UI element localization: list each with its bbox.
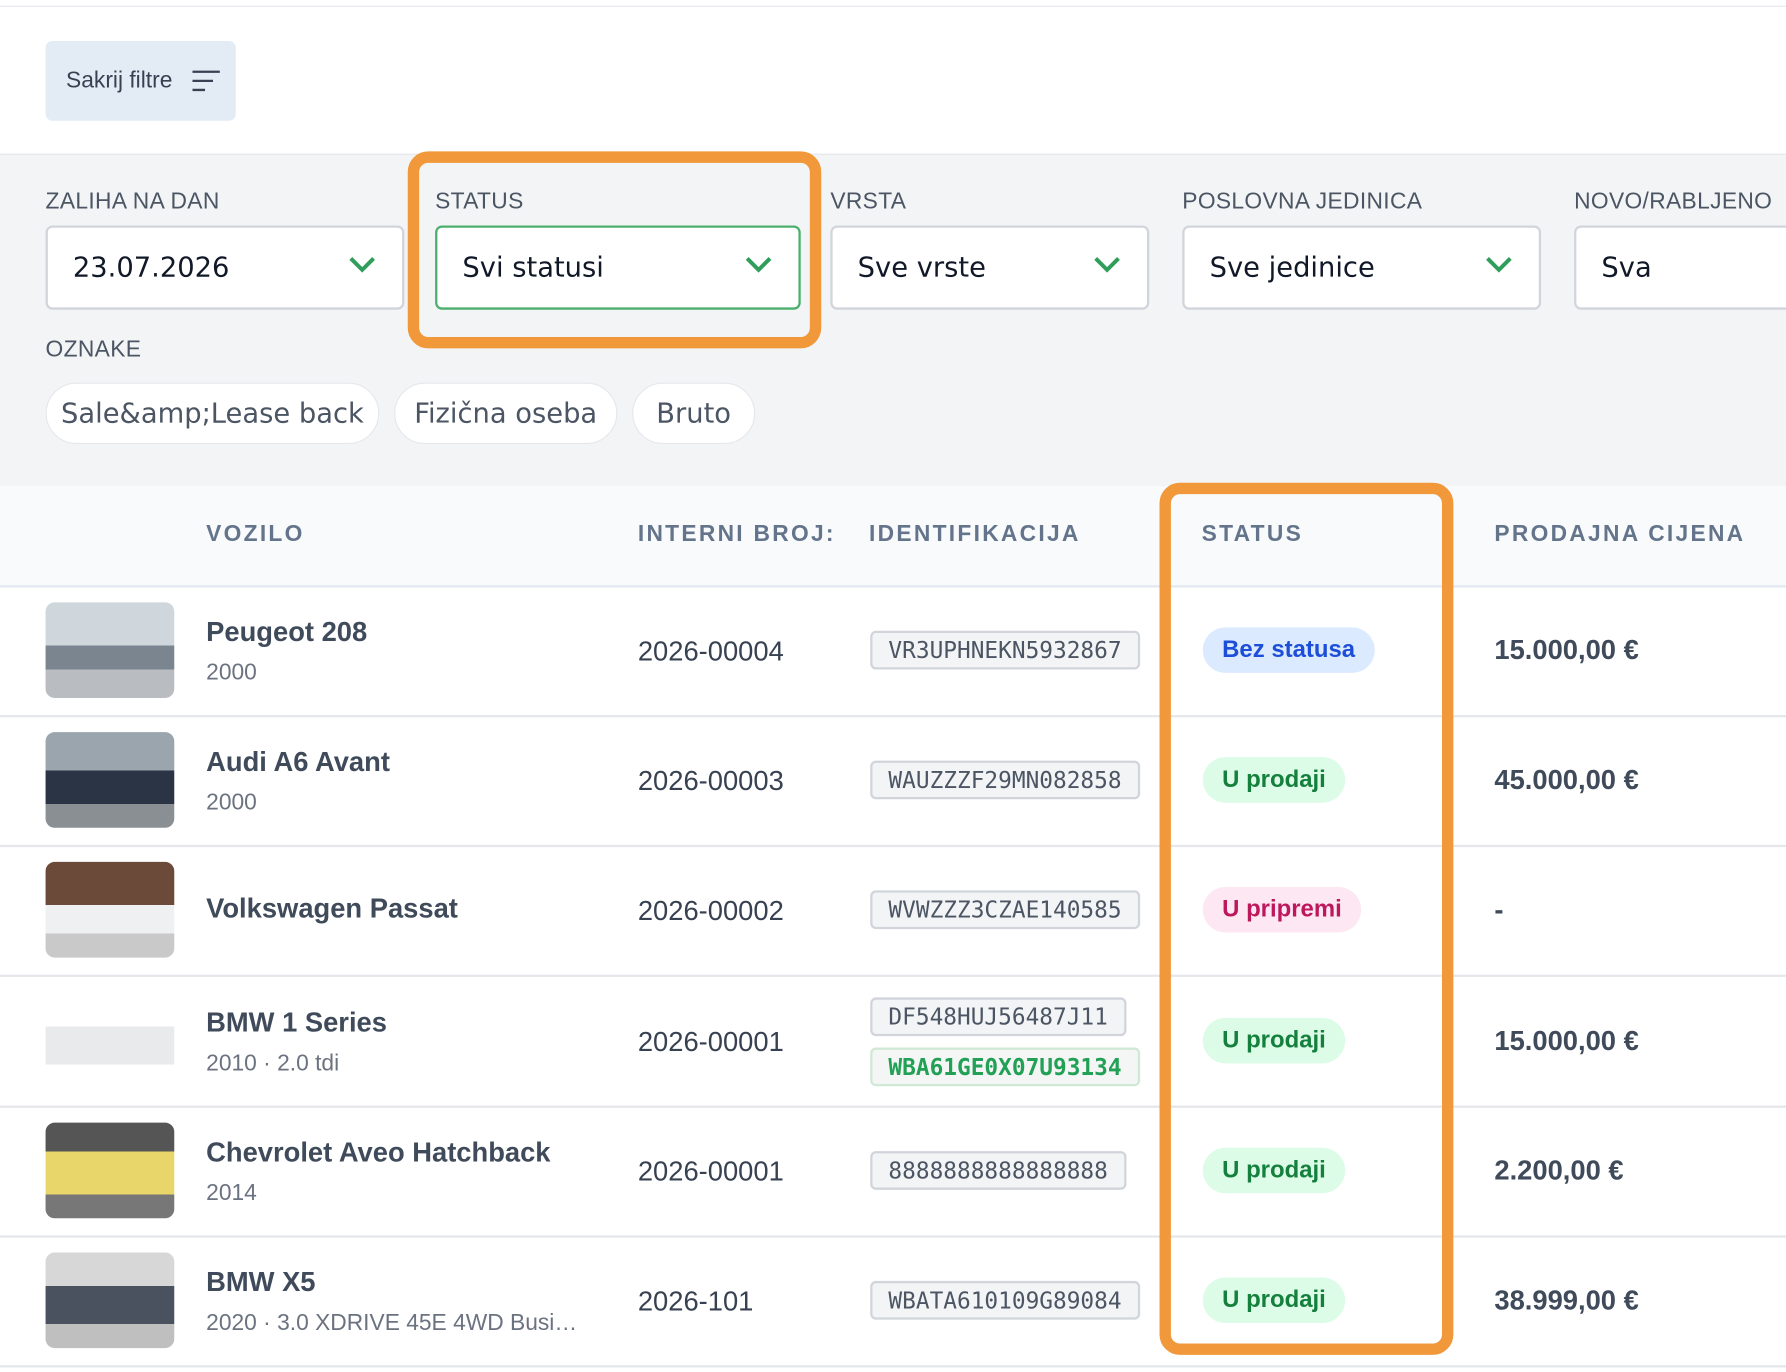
vehicle-photo <box>45 992 175 1089</box>
sale-price: 15.000,00 € <box>1494 1025 1639 1057</box>
table-row[interactable]: Peugeot 208 2000 2026-00004 VR3UPHNEKN59328… <box>0 585 1786 718</box>
vehicle-name: Chevrolet Aveo Hatchback <box>206 1137 551 1168</box>
sale-price: 15.000,00 € <box>1494 635 1639 667</box>
table-header <box>0 486 1786 588</box>
select-value: Sva <box>1601 251 1652 284</box>
sale-price: 45.000,00 € <box>1494 765 1639 797</box>
status-badge: U prodaji <box>1202 1147 1346 1194</box>
table-row[interactable]: Audi A6 Avant 2000 2026-00003 WAUZZZF29MN08… <box>0 715 1786 848</box>
chevron-icon <box>1486 257 1512 273</box>
chevron-icon <box>745 257 772 273</box>
tag-chip[interactable]: Fizična oseba <box>394 382 618 445</box>
vehicle-detail: 2014 <box>206 1180 257 1206</box>
status-badge: U pripremi <box>1202 887 1362 933</box>
filter-select[interactable]: Sve jedinice <box>1182 225 1542 310</box>
internal-number: 2026-00001 <box>637 1026 784 1058</box>
sale-price: - <box>1494 895 1504 927</box>
tags-label: OZNAKE <box>45 337 142 363</box>
filter-label: STATUS <box>435 189 524 215</box>
vehicle-name: Audi A6 Avant <box>206 747 390 778</box>
vin-chip: WBA61GE0X07U93134 <box>870 1047 1140 1086</box>
highlight <box>1159 482 1454 1355</box>
table-row[interactable]: BMW X5 2020 · 3.0 XDRIVE 45E 4WD Busi… 202… <box>0 1235 1786 1368</box>
filter-icon <box>192 70 221 92</box>
status-badge: U prodaji <box>1202 1277 1346 1324</box>
filter-select[interactable]: Sva <box>1574 225 1786 310</box>
tag-chip[interactable]: Sale&amp;Lease back <box>45 382 380 445</box>
vehicle-detail: 2010 · 2.0 tdi <box>206 1050 340 1076</box>
status-badge: U prodaji <box>1202 1017 1346 1063</box>
sale-price: 2.200,00 € <box>1494 1155 1624 1187</box>
column-header: INTERNI BROJ: <box>637 521 836 547</box>
select-value: Sve vrste <box>857 251 986 284</box>
vehicle-photo <box>45 1122 175 1219</box>
toggle-filters-button[interactable]: Sakrij filtre <box>45 40 236 121</box>
column-header: VOZILO <box>206 521 305 547</box>
sale-price: 38.999,00 € <box>1494 1285 1639 1317</box>
vin-chip: WBATA610109G89084 <box>870 1280 1140 1320</box>
filter-label: ZALIHA NA DAN <box>45 189 220 215</box>
vehicle-name: Peugeot 208 <box>206 617 368 648</box>
table-row[interactable]: Chevrolet Aveo Hatchback 2014 2026-00001 88… <box>0 1105 1786 1238</box>
internal-number: 2026-00004 <box>637 636 784 668</box>
tag-chip[interactable]: Bruto <box>632 382 756 445</box>
column-header: IDENTIFIKACIJA <box>869 521 1081 547</box>
vehicle-name: Volkswagen Passat <box>206 894 458 925</box>
select-value: 23.07.2026 <box>72 251 230 284</box>
status-badge: Bez statusa <box>1202 627 1375 673</box>
vehicle-detail: 2020 · 3.0 XDRIVE 45E 4WD Busi… <box>206 1310 578 1336</box>
filter-label: POSLOVNA JEDINICA <box>1182 189 1423 215</box>
filter-label: VRSTA <box>830 189 907 215</box>
internal-number: 2026-00002 <box>637 896 784 928</box>
filter-select[interactable]: 23.07.2026 <box>45 225 405 310</box>
column-header: STATUS <box>1201 521 1304 547</box>
vehicle-photo <box>45 862 175 959</box>
vin-chip: 8888888888888888 <box>870 1150 1127 1190</box>
select-value: Svi statusi <box>462 251 604 284</box>
status-badge: U prodaji <box>1202 757 1346 803</box>
filter-select[interactable]: Sve vrste <box>830 225 1150 310</box>
chevron-icon <box>1094 257 1120 273</box>
divider <box>0 5 1786 7</box>
vehicle-name: BMW X5 <box>206 1267 316 1299</box>
vin-chip: DF548HUJ56487J11 <box>870 996 1127 1036</box>
vehicle-photo <box>45 1252 175 1349</box>
highlight <box>407 151 822 349</box>
internal-number: 2026-00003 <box>637 766 784 798</box>
column-header: PRODAJNA CIJENA <box>1494 521 1746 547</box>
filter-label: NOVO/RABLJENO <box>1574 189 1773 215</box>
vehicle-photo <box>45 732 175 828</box>
vin-chip: WVWZZZ3CZAE140585 <box>870 890 1140 930</box>
internal-number: 2026-101 <box>637 1286 754 1318</box>
chevron-icon <box>349 257 376 273</box>
vehicle-photo <box>45 602 175 698</box>
table-row[interactable]: Volkswagen Passat 2026-00002 WVWZZZ3CZAE14… <box>0 845 1786 978</box>
vehicle-detail: 2000 <box>206 790 257 816</box>
filter-select[interactable]: Svi statusi <box>435 225 801 310</box>
vin-chip: VR3UPHNEKN5932867 <box>870 630 1140 670</box>
vehicle-name: BMW 1 Series <box>206 1007 387 1038</box>
vehicle-detail: 2000 <box>206 660 257 686</box>
table-row[interactable]: BMW 1 Series 2010 · 2.0 tdi 2026-00001 DF54… <box>0 975 1786 1108</box>
button-label: Sakrij filtre <box>66 67 173 93</box>
vin-chip: WAUZZZF29MN082858 <box>870 760 1140 800</box>
select-value: Sve jedinice <box>1209 251 1375 284</box>
internal-number: 2026-00001 <box>637 1156 784 1188</box>
